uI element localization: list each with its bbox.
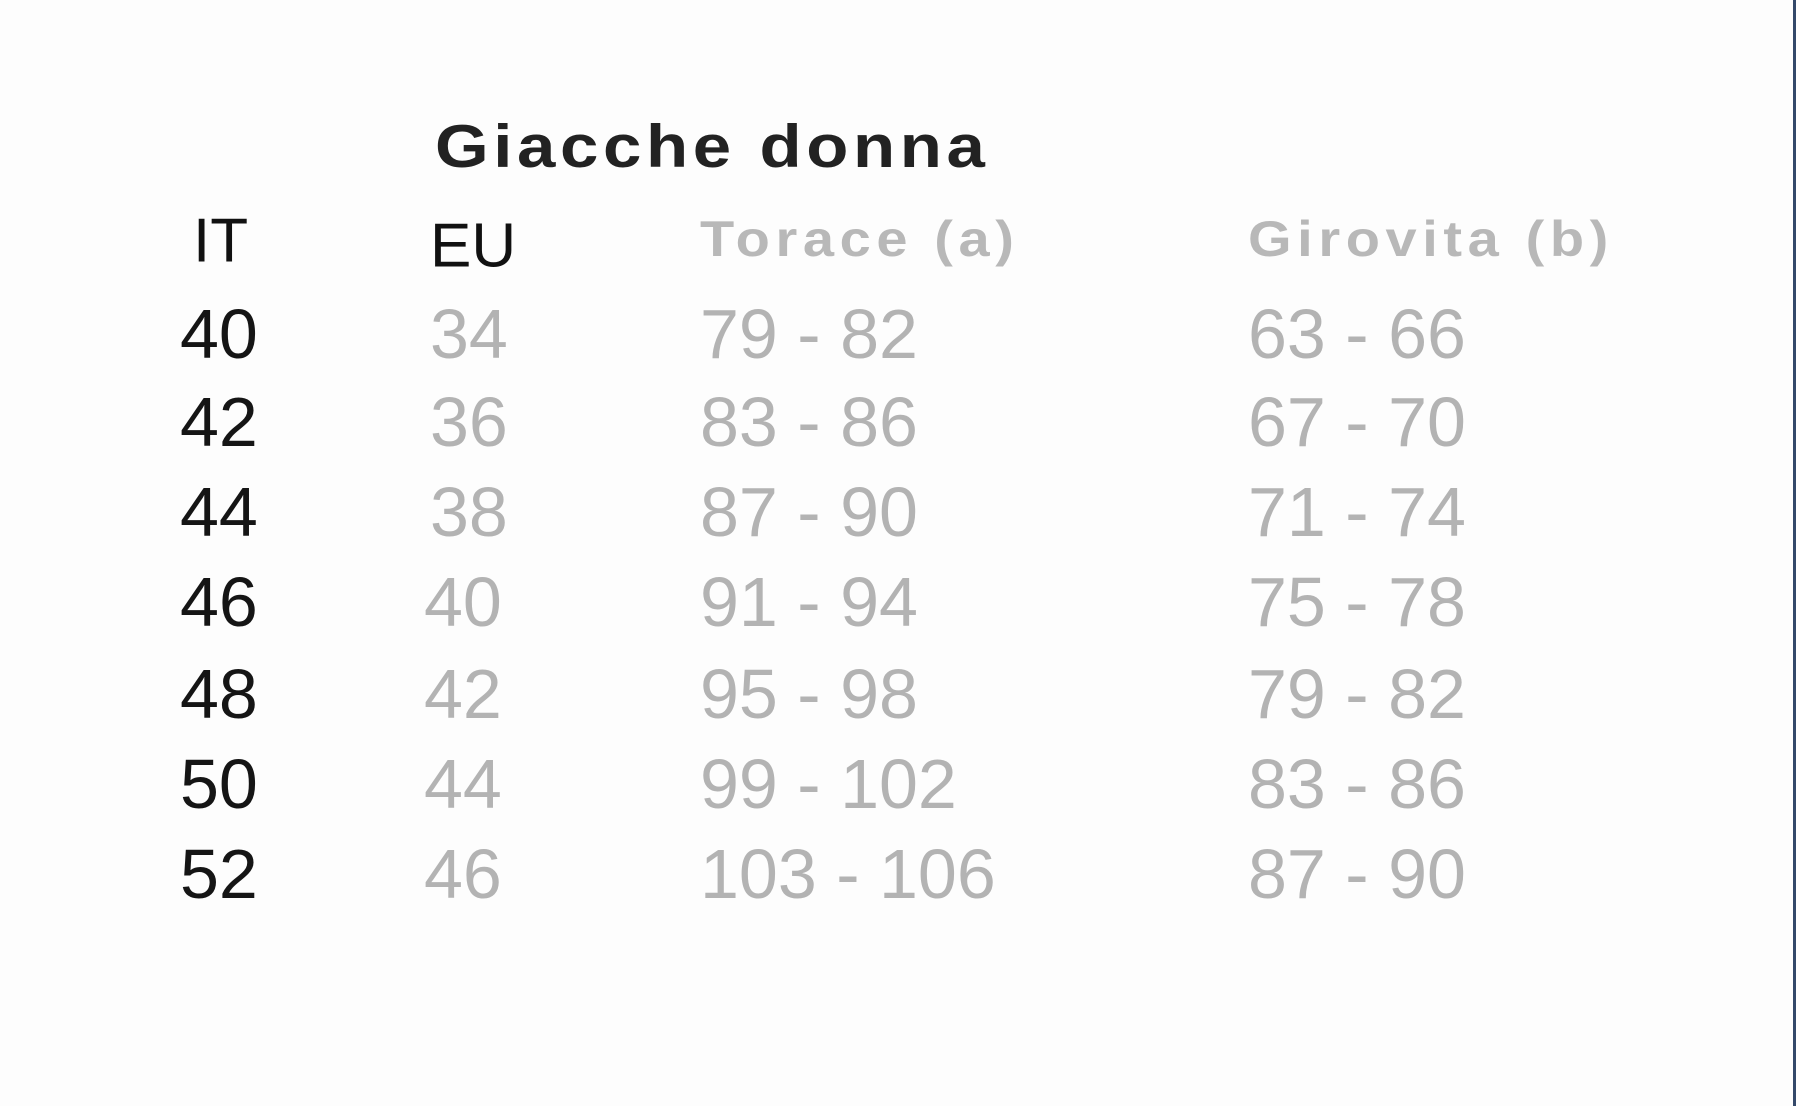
header-eu: EU [430,211,517,281]
header-it: IT [193,206,249,276]
torace-range: 83 - 86 [700,383,918,461]
girovita-range: 83 - 86 [1248,745,1466,823]
torace-range: 99 - 102 [700,745,957,823]
girovita-range: 75 - 78 [1248,563,1466,641]
girovita-range: 67 - 70 [1248,383,1466,461]
it-size: 40 [180,295,258,373]
girovita-range: 71 - 74 [1248,473,1466,551]
window-edge [1793,0,1796,1106]
it-size: 48 [180,655,258,733]
eu-size: 38 [430,473,508,551]
torace-range: 79 - 82 [700,295,918,373]
table-title: Giacche donna [435,113,990,180]
girovita-range: 63 - 66 [1248,295,1466,373]
it-size: 50 [180,745,258,823]
it-size: 52 [180,835,258,913]
torace-range: 103 - 106 [700,835,996,913]
it-size: 46 [180,563,258,641]
eu-size: 34 [430,295,508,373]
torace-range: 95 - 98 [700,655,918,733]
girovita-range: 87 - 90 [1248,835,1466,913]
it-size: 42 [180,383,258,461]
header-girovita: Girovita (b) [1248,211,1614,267]
eu-size: 44 [424,745,502,823]
it-size: 44 [180,473,258,551]
eu-size: 46 [424,835,502,913]
girovita-range: 79 - 82 [1248,655,1466,733]
torace-range: 87 - 90 [700,473,918,551]
header-torace: Torace (a) [700,211,1020,267]
eu-size: 40 [424,563,502,641]
torace-range: 91 - 94 [700,563,918,641]
eu-size: 36 [430,383,508,461]
eu-size: 42 [424,655,502,733]
